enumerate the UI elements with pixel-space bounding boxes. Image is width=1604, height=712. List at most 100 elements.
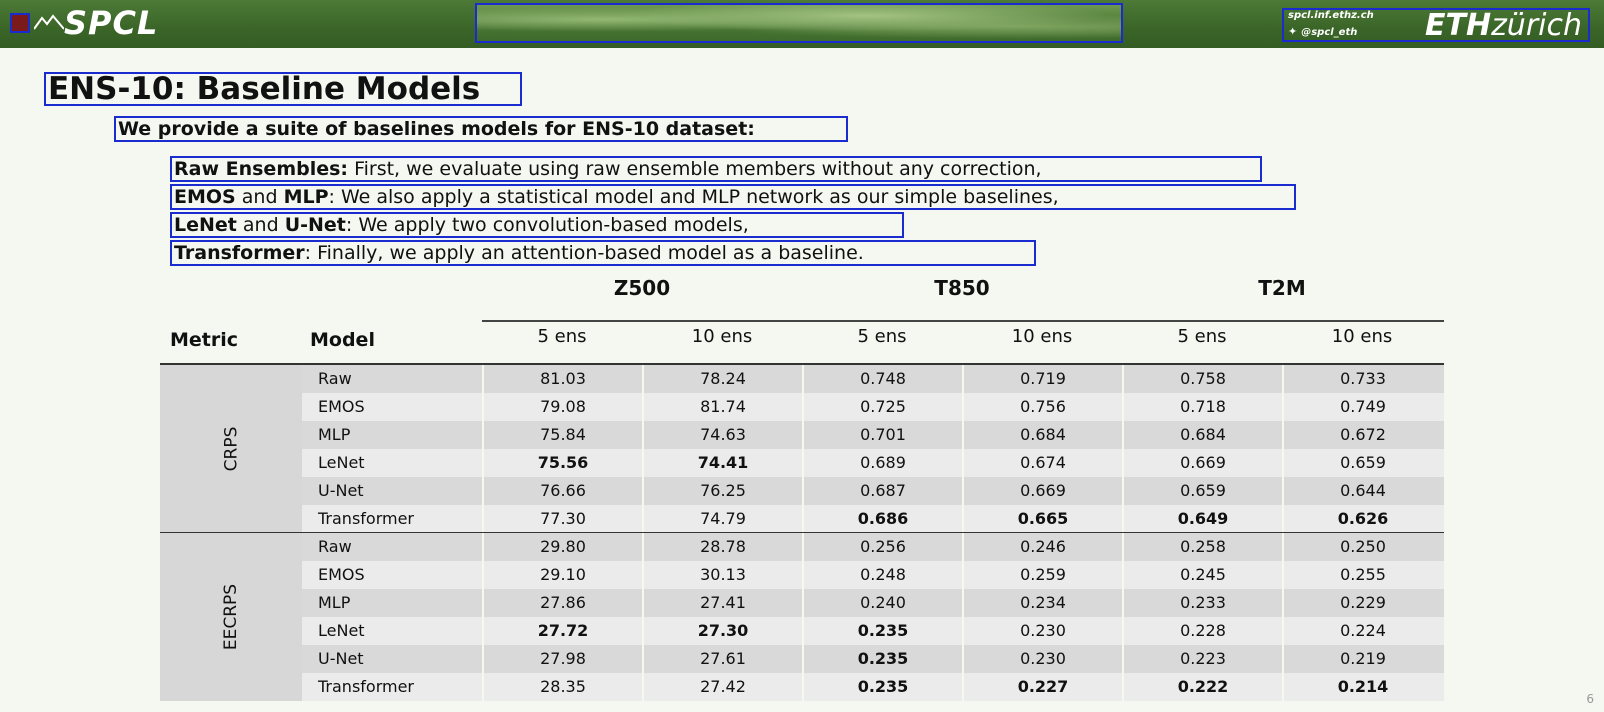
metric-band-crps: [160, 365, 302, 533]
spcl-crest-icon[interactable]: [10, 13, 30, 33]
model-name: Transformer: [318, 677, 415, 696]
value-cell: 0.230: [962, 645, 1122, 673]
subheader-5: 10 ens: [1331, 326, 1393, 347]
value-cell: 0.229: [1282, 589, 1442, 617]
value-cell: 0.659: [1282, 449, 1442, 477]
value-cell: 28.35: [482, 673, 642, 701]
value-cell: 0.234: [962, 589, 1122, 617]
mountain-icon: [34, 14, 64, 30]
bullet-3-bold: LeNet: [174, 214, 237, 236]
value-cell: 0.725: [802, 393, 962, 421]
group-header-rule: [482, 320, 1444, 322]
table-row: EMOS 29.10 30.13 0.248 0.259 0.245 0.255: [302, 561, 1444, 589]
value-cell: 27.42: [642, 673, 802, 701]
value-cell: 0.674: [962, 449, 1122, 477]
twitter-bird-icon: ✦: [1288, 25, 1298, 38]
value-cell: 0.669: [1122, 449, 1282, 477]
value-cell: 27.98: [482, 645, 642, 673]
value-cell: 0.719: [962, 365, 1122, 393]
value-cell: 0.748: [802, 365, 962, 393]
value-cell: 27.61: [642, 645, 802, 673]
value-cell: 27.86: [482, 589, 642, 617]
value-cell: 0.240: [802, 589, 962, 617]
twitter-handle: ✦ @spcl_eth: [1288, 25, 1357, 38]
subheader-0: 5 ens: [537, 326, 587, 347]
bullet-1-text: First, we evaluate using raw ensemble me…: [348, 158, 1042, 180]
twitter-handle-text: @spcl_eth: [1301, 27, 1358, 38]
slide-title[interactable]: ENS-10: Baseline Models: [44, 72, 522, 106]
alps-banner-image[interactable]: [475, 3, 1123, 43]
value-cell: 75.84: [482, 421, 642, 449]
value-cell: 0.233: [1122, 589, 1282, 617]
value-cell: 0.756: [962, 393, 1122, 421]
subheader-1: 10 ens: [691, 326, 753, 347]
value-cell: 0.659: [1122, 477, 1282, 505]
value-cell: 0.689: [802, 449, 962, 477]
value-cell: 76.66: [482, 477, 642, 505]
metric-label-eecrps: EECRPS: [160, 533, 302, 701]
value-cell: 74.79: [642, 505, 802, 533]
bullet-transformer[interactable]: Transformer: Finally, we apply an attent…: [170, 240, 1036, 266]
value-cell: 0.687: [802, 477, 962, 505]
model-name: EMOS: [318, 565, 365, 584]
table-row: U-Net 27.98 27.61 0.235 0.230 0.223 0.219: [302, 645, 1444, 673]
value-cell: 27.30: [642, 617, 802, 645]
value-cell: 0.214: [1282, 673, 1442, 701]
value-cell: 75.56: [482, 449, 642, 477]
page-number: 6: [1586, 692, 1594, 706]
bullet-lenet-unet[interactable]: LeNet and U-Net: We apply two convolutio…: [170, 212, 904, 238]
value-cell: 0.686: [802, 505, 962, 533]
value-cell: 77.30: [482, 505, 642, 533]
model-name: LeNet: [318, 621, 365, 640]
value-cell: 0.644: [1282, 477, 1442, 505]
model-name: Raw: [318, 369, 352, 388]
bullet-emos-mlp[interactable]: EMOS and MLP: We also apply a statistica…: [170, 184, 1296, 210]
value-cell: 0.230: [962, 617, 1122, 645]
table-row: Raw 81.03 78.24 0.748 0.719 0.758 0.733: [302, 365, 1444, 393]
value-cell: 0.701: [802, 421, 962, 449]
group-header-z500: Z500: [613, 276, 671, 300]
subheader-3: 10 ens: [1011, 326, 1073, 347]
value-cell: 0.718: [1122, 393, 1282, 421]
model-name: U-Net: [318, 649, 364, 668]
table-row: Transformer 77.30 74.79 0.686 0.665 0.649 0.62…: [302, 505, 1444, 533]
table-row: LeNet 75.56 74.41 0.689 0.674 0.669 0.659: [302, 449, 1444, 477]
metric-label-crps: CRPS: [160, 365, 302, 533]
value-cell: 74.41: [642, 449, 802, 477]
value-cell: 0.224: [1282, 617, 1442, 645]
contact-block[interactable]: spcl.inf.ethz.ch ✦ @spcl_eth ETHzürich: [1282, 8, 1590, 43]
value-cell: 0.665: [962, 505, 1122, 533]
table-row: Raw 29.80 28.78 0.256 0.246 0.258 0.250: [302, 533, 1444, 561]
value-cell: 0.256: [802, 533, 962, 561]
eth-logo-rest: zürich: [1491, 8, 1582, 43]
site-url: spcl.inf.ethz.ch: [1288, 10, 1374, 21]
bullet-1-bold: Raw Ensembles:: [174, 158, 349, 180]
value-cell: 0.258: [1122, 533, 1282, 561]
model-name: U-Net: [318, 481, 364, 500]
group-header-t850: T850: [934, 276, 990, 300]
model-name: Transformer: [318, 509, 415, 528]
bullet-raw-ensembles[interactable]: Raw Ensembles: First, we evaluate using …: [170, 156, 1262, 182]
subheader-4: 5 ens: [1177, 326, 1227, 347]
value-cell: 29.10: [482, 561, 642, 589]
value-cell: 0.219: [1282, 645, 1442, 673]
bullet-3-text: : We apply two convolution-based models,: [345, 214, 749, 236]
value-cell: 0.255: [1282, 561, 1442, 589]
value-cell: 0.684: [1122, 421, 1282, 449]
value-cell: 0.626: [1282, 505, 1442, 533]
metric-band-eecrps: [160, 533, 302, 701]
value-cell: 76.25: [642, 477, 802, 505]
value-cell: 79.08: [482, 393, 642, 421]
slide-subtitle[interactable]: We provide a suite of baselines models f…: [114, 116, 848, 142]
model-name: EMOS: [318, 397, 365, 416]
subheader-2: 5 ens: [857, 326, 907, 347]
model-name: MLP: [318, 593, 351, 612]
value-cell: 0.259: [962, 561, 1122, 589]
value-cell: 0.684: [962, 421, 1122, 449]
table-row: LeNet 27.72 27.30 0.235 0.230 0.228 0.224: [302, 617, 1444, 645]
metric-label-text: EECRPS: [221, 583, 241, 651]
value-cell: 78.24: [642, 365, 802, 393]
value-cell: 0.246: [962, 533, 1122, 561]
bullet-2-text: : We also apply a statistical model and …: [328, 186, 1059, 208]
value-cell: 28.78: [642, 533, 802, 561]
